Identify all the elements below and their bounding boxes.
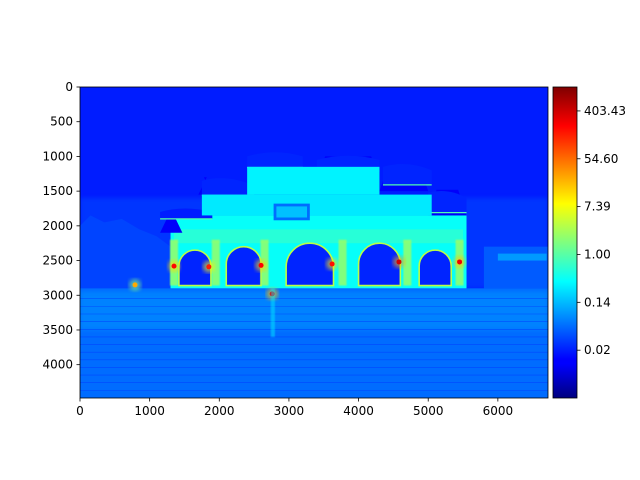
y-tick-label: 500 bbox=[50, 115, 73, 129]
x-tick-label: 1000 bbox=[134, 404, 165, 418]
y-tick-label: 2000 bbox=[42, 219, 73, 233]
x-tick-label: 6000 bbox=[483, 404, 514, 418]
colorbar bbox=[553, 87, 577, 398]
heatmap-pavement-lines bbox=[80, 298, 548, 391]
y-tick-label: 3000 bbox=[42, 288, 73, 302]
heatmap-gate bbox=[160, 152, 467, 289]
x-tick-label: 0 bbox=[76, 404, 84, 418]
heatmap-image bbox=[80, 87, 548, 398]
heatmap-buildings-lights bbox=[497, 253, 547, 261]
x-axis: 0 1000 2000 3000 4000 5000 6000 bbox=[76, 398, 513, 418]
heatmap-trees-left bbox=[80, 215, 171, 289]
x-tick-label: 3000 bbox=[274, 404, 305, 418]
y-tick-label: 2500 bbox=[42, 254, 73, 268]
y-tick-label: 4000 bbox=[42, 358, 73, 372]
y-tick-label: 1000 bbox=[42, 149, 73, 163]
x-tick-label: 5000 bbox=[413, 404, 444, 418]
heatmap-pavement-glow bbox=[80, 291, 548, 330]
colorbar-tick-label: 7.39 bbox=[584, 200, 611, 214]
heatmap-reflection bbox=[270, 288, 275, 337]
colorbar-axis: 0.02 0.14 1.00 7.39 54.60 403.43 bbox=[577, 104, 626, 357]
colorbar-tick-label: 0.02 bbox=[584, 343, 611, 357]
heatmap-lamps bbox=[129, 255, 466, 300]
colorbar-frame bbox=[552, 86, 578, 399]
colorbar-tick-label: 403.43 bbox=[584, 104, 626, 118]
colorbar-tick-label: 0.14 bbox=[584, 295, 611, 309]
x-tick-label: 2000 bbox=[204, 404, 235, 418]
colorbar-tick-label: 54.60 bbox=[584, 152, 618, 166]
y-axis: 0 500 1000 1500 2000 2500 3000 3500 4000 bbox=[42, 80, 80, 372]
y-tick-label: 1500 bbox=[42, 184, 73, 198]
x-tick-label: 4000 bbox=[343, 404, 374, 418]
y-tick-label: 3500 bbox=[42, 323, 73, 337]
heatmap-buildings-right bbox=[483, 246, 548, 289]
y-tick-label: 0 bbox=[65, 80, 73, 94]
plot-frame bbox=[79, 86, 549, 399]
colorbar-tick-label: 1.00 bbox=[584, 247, 611, 261]
